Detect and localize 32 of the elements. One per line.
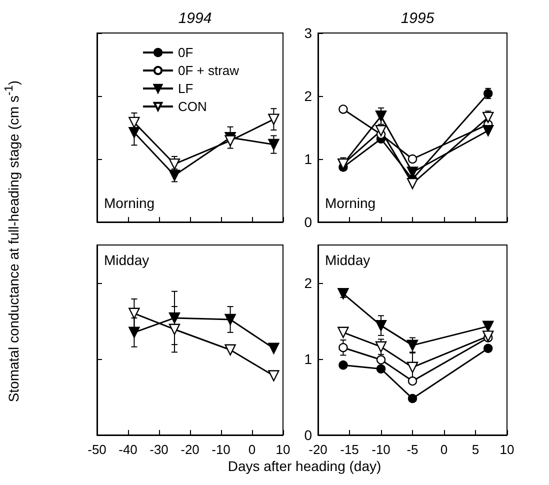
x-tick-label: -40	[118, 442, 138, 457]
x-tick-label: 0	[440, 442, 448, 457]
y-tick-label: 2	[304, 275, 312, 291]
x-tick-label: 5	[472, 442, 480, 457]
y-tick-label: 2	[304, 88, 312, 104]
x-tick-label: -15	[340, 442, 359, 457]
x-tick-label: -20	[308, 442, 328, 457]
y-tick-label: 3	[304, 25, 312, 41]
annotation: Midday	[325, 252, 370, 268]
x-tick-label: -50	[88, 442, 106, 457]
annotation: Morning	[104, 195, 155, 211]
x-tick-label: -5	[406, 442, 418, 457]
x-tick-label: -30	[150, 442, 168, 457]
legend-label: CON	[178, 99, 207, 114]
y-tick-label: 0	[304, 214, 312, 230]
x-tick-label: -10	[372, 442, 390, 457]
legend-label: 0F	[178, 45, 194, 60]
y-tick-label: 0	[304, 427, 312, 443]
chart-title: 1994	[178, 10, 212, 27]
y-tick-label: 1	[304, 351, 312, 367]
y-tick-label: 1	[304, 151, 312, 167]
annotation: Morning	[325, 195, 376, 211]
x-tick-label: 10	[500, 442, 514, 457]
x-tick-label: -10	[212, 442, 230, 457]
x-tick-label: -20	[180, 442, 200, 457]
x-tick-label: 10	[276, 442, 290, 457]
annotation: Midday	[104, 252, 150, 268]
legend-label: LF	[178, 81, 194, 96]
x-axis-title: Days after heading (day)	[226, 458, 382, 474]
chart-title: 1995	[400, 10, 435, 27]
legend-label: 0F + straw	[178, 63, 240, 78]
x-tick-label: 0	[248, 442, 256, 457]
